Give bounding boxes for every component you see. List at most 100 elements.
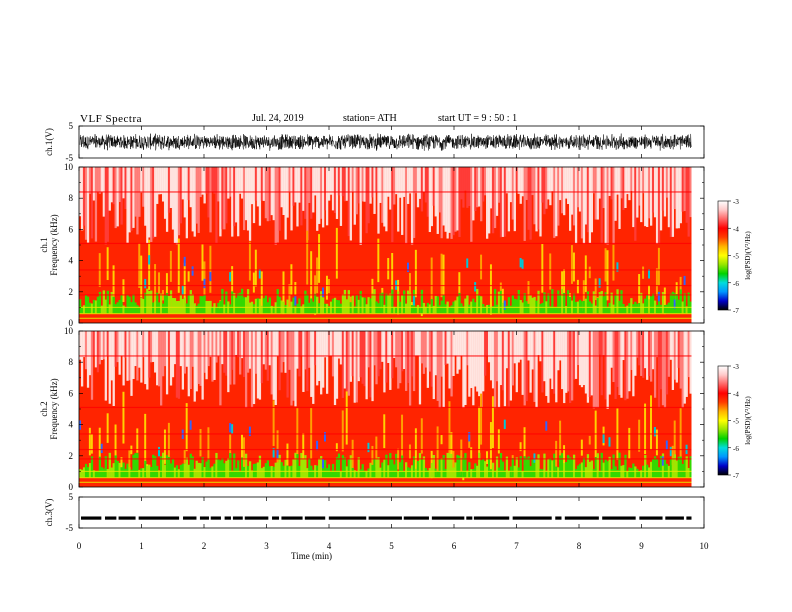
spectrogram-column — [468, 167, 471, 207]
colorbar-tick-label: -3 — [733, 198, 739, 206]
spectrogram-column — [602, 296, 605, 314]
spectrogram-column — [403, 290, 406, 314]
spectrogram-column — [320, 331, 323, 395]
spectrogram-column — [393, 167, 396, 205]
spectrogram-column — [559, 331, 562, 361]
spectrogram-column — [300, 306, 303, 314]
spectrogram-column — [493, 331, 497, 409]
spectrogram-column — [258, 269, 261, 279]
spectrogram-column — [327, 167, 331, 201]
spectrogram-column — [128, 167, 131, 233]
spectrogram-column — [622, 331, 625, 361]
spectrogram-column — [94, 167, 98, 242]
spectrogram-column — [235, 468, 238, 478]
spectrogram-column — [578, 299, 582, 314]
spectrogram-column — [304, 290, 307, 314]
spectrogram-column — [636, 303, 639, 314]
spectrogram-column — [371, 331, 374, 402]
spectrogram-column — [84, 167, 88, 240]
spectrogram-column — [347, 459, 350, 478]
spectrogram-column — [116, 460, 119, 478]
spectrogram-column — [608, 456, 611, 478]
spectrogram-column — [158, 331, 161, 387]
spectrogram-column — [248, 461, 252, 478]
spectrogram-column — [369, 331, 372, 398]
spectrogram-column — [430, 462, 433, 478]
spectrogram-column — [519, 331, 522, 360]
spectrogram-column — [242, 331, 246, 377]
spectrogram-column — [148, 255, 151, 265]
spectrogram-column — [406, 262, 409, 272]
spectrogram-column — [598, 331, 601, 355]
spectrogram-column — [325, 167, 329, 226]
spectrogram-column — [183, 262, 186, 307]
spectrogram-column — [187, 271, 190, 282]
spectrogram-column — [148, 167, 151, 238]
spectrogram-column — [523, 167, 526, 241]
spectrogram-column — [434, 295, 437, 314]
spectrogram-column — [515, 457, 518, 478]
spectrogram-column — [612, 304, 615, 314]
spectrogram-column — [258, 167, 262, 226]
spectrogram-column — [632, 331, 635, 397]
spectrogram-column — [410, 331, 414, 377]
spectrogram-column — [213, 303, 216, 314]
spectrogram-column — [478, 331, 481, 397]
spectrogram-column — [559, 420, 562, 463]
spectrogram-column — [533, 167, 536, 225]
spectrogram-column — [353, 470, 356, 478]
spectrogram-column — [624, 167, 627, 208]
spectrogram-column — [244, 331, 248, 408]
spectrogram-column — [395, 307, 398, 314]
spectrogram-column — [292, 331, 295, 401]
spectrogram-column — [175, 167, 179, 245]
spectrogram-column — [288, 284, 291, 310]
spectrogram-column — [644, 167, 647, 227]
spectrogram-column — [578, 167, 582, 212]
spectrogram-column — [638, 303, 641, 314]
spectrogram-column — [161, 303, 165, 314]
colorbar-tick-label: -3 — [733, 363, 739, 371]
spectrogram-column — [377, 331, 380, 377]
colorbar-tick-label: -4 — [733, 390, 739, 398]
spectrogram-column — [527, 331, 530, 361]
spectrogram-column — [329, 470, 333, 478]
waveform-trace — [304, 516, 326, 520]
spectrogram-column — [478, 406, 481, 459]
spectrogram-column — [144, 278, 147, 289]
spectrogram-column — [233, 453, 236, 478]
spectrogram-column — [387, 331, 390, 363]
spectrogram-column — [598, 292, 601, 314]
spectrogram-column — [185, 167, 188, 239]
spectrogram-column — [171, 331, 175, 378]
spectrogram-column — [272, 448, 275, 458]
spectrogram-column — [79, 468, 82, 478]
spectrogram-column — [242, 297, 246, 314]
spectrogram-column — [82, 467, 86, 478]
spectrogram-column — [521, 259, 524, 269]
spectrogram-column — [371, 293, 374, 314]
spectrogram-column — [405, 462, 408, 478]
spectrogram-column — [648, 467, 651, 478]
spectrogram-column — [389, 453, 392, 478]
spectrogram-column — [296, 303, 299, 314]
spectrogram-column — [452, 331, 455, 376]
spectrogram-column — [531, 167, 534, 196]
spectrogram-column — [580, 331, 584, 388]
waveform-trace — [403, 516, 429, 520]
spectrogram-column — [444, 304, 447, 314]
spectrogram-column — [428, 331, 431, 372]
spectrogram-column — [497, 429, 500, 454]
colorbars: -3 -4 -5 -6 -7 log(PSD)(V²/Hz) -3 -4 -5 -6 -7 log(P… — [717, 198, 752, 480]
spectrogram-column — [539, 167, 542, 237]
spectrogram-column — [383, 414, 386, 449]
spectrogram-column — [557, 467, 560, 478]
spectrogram-column — [424, 331, 428, 368]
spectrogram-column — [501, 167, 505, 237]
colorbar-tick-label: -5 — [733, 418, 739, 426]
spectrogram-column — [130, 167, 133, 231]
spectrogram-column — [102, 468, 105, 478]
spectrogram-column — [286, 331, 289, 398]
spectrogram-column — [638, 471, 641, 478]
spectrogram-column — [229, 304, 232, 314]
